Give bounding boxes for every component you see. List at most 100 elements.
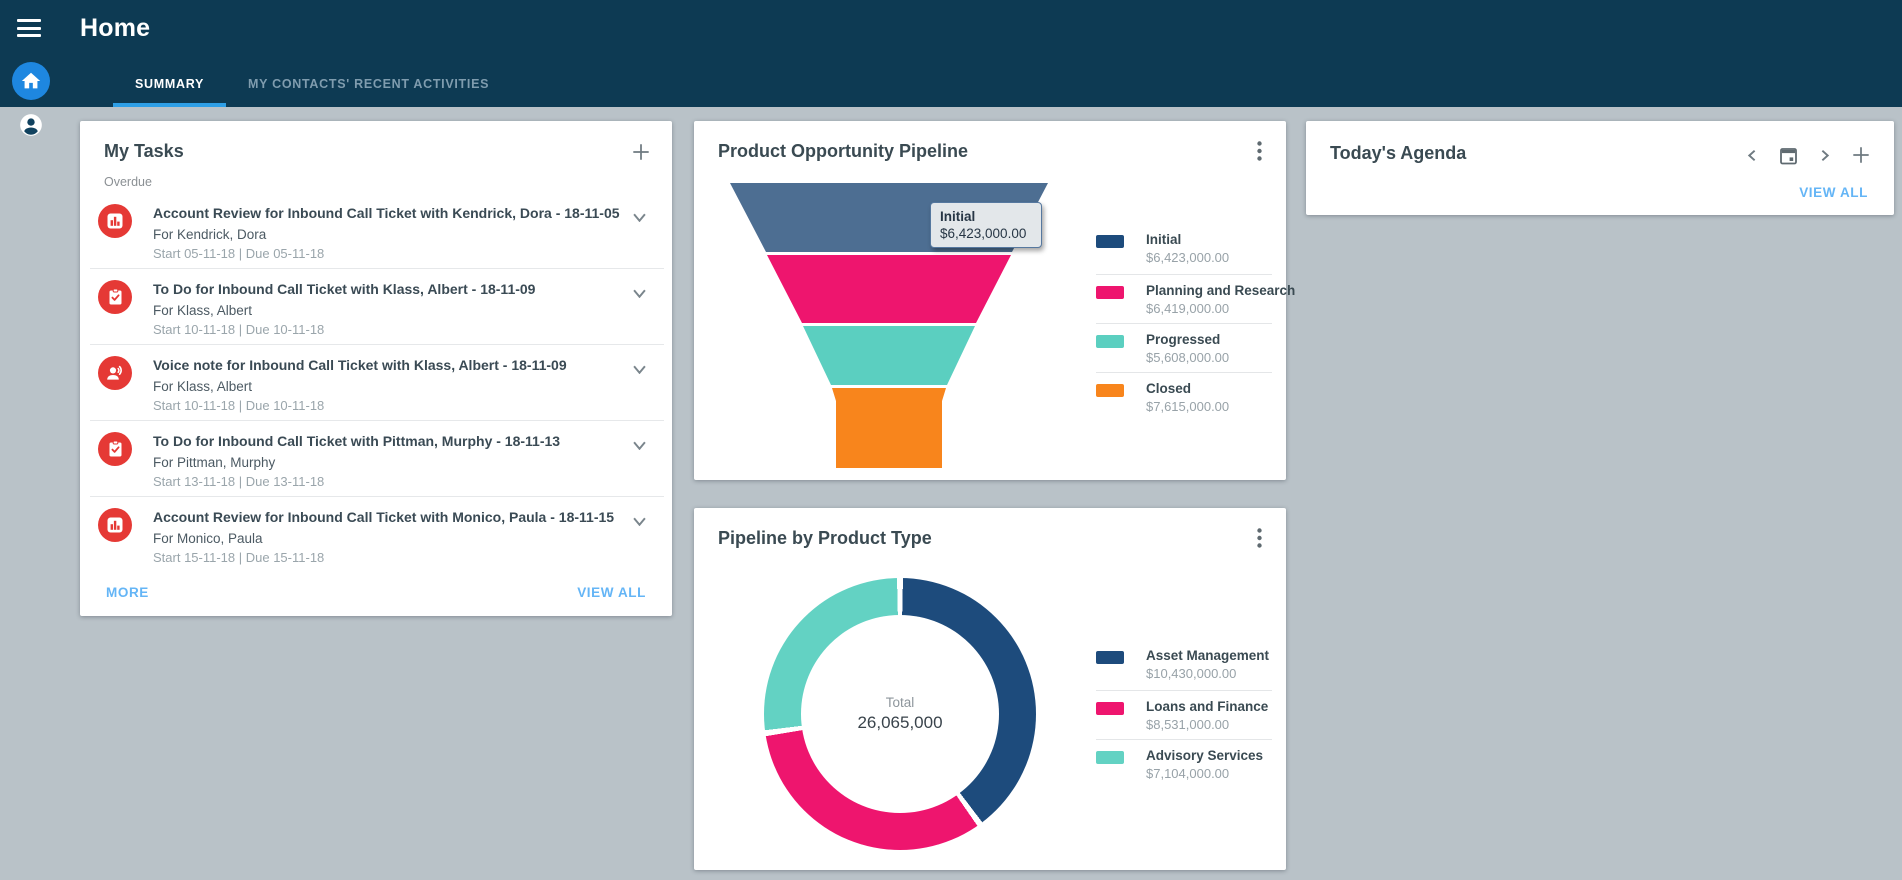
tab-bar: SUMMARY MY CONTACTS' RECENT ACTIVITIES — [113, 62, 511, 107]
funnel-segment-progressed — [803, 326, 975, 385]
legend-value: $6,419,000.00 — [1146, 301, 1230, 316]
legend-item[interactable]: Progressed $5,608,000.00 — [1096, 323, 1272, 372]
bar-chart-task-icon — [98, 508, 132, 542]
agenda-toolbar — [1743, 142, 1874, 168]
next-day-button[interactable] — [1815, 146, 1834, 165]
funnel-segment-closed — [832, 388, 946, 468]
task-title: To Do for Inbound Call Ticket with Klass… — [153, 281, 536, 297]
task-row[interactable]: Account Review for Inbound Call Ticket w… — [80, 193, 672, 269]
task-dates: Start 10-11-18 | Due 10-11-18 — [153, 322, 325, 337]
chevron-down-icon — [633, 365, 646, 375]
tooltip-label: Initial — [940, 209, 976, 224]
legend-value: $7,615,000.00 — [1146, 399, 1230, 414]
home-nav-button[interactable] — [12, 62, 50, 100]
chart-tooltip: Initial $6,423,000.00 — [930, 202, 1042, 248]
kebab-menu-icon — [1257, 141, 1262, 161]
expand-task-button[interactable] — [629, 285, 650, 302]
voice-note-task-icon — [98, 356, 132, 390]
legend-item[interactable]: Loans and Finance $8,531,000.00 — [1096, 690, 1272, 739]
legend-value: $6,423,000.00 — [1146, 250, 1230, 265]
voice-note-icon — [106, 365, 122, 380]
legend-item[interactable]: Planning and Research $6,419,000.00 — [1096, 274, 1296, 323]
task-content: Account Review for Inbound Call Ticket w… — [153, 193, 672, 261]
legend-swatch — [1096, 702, 1124, 715]
legend-value: $8,531,000.00 — [1146, 717, 1230, 732]
legend-swatch — [1096, 651, 1124, 664]
calendar-button[interactable] — [1776, 143, 1801, 168]
plus-icon — [633, 144, 649, 160]
card-title: Pipeline by Product Type — [718, 528, 932, 548]
view-all-agenda-button[interactable]: VIEW ALL — [1799, 181, 1868, 204]
legend-item[interactable]: Advisory Services $7,104,000.00 — [1096, 739, 1272, 788]
funnel-segment-planning — [767, 255, 1011, 323]
task-dates: Start 05-11-18 | Due 05-11-18 — [153, 246, 325, 261]
task-row[interactable]: To Do for Inbound Call Ticket with Pittm… — [80, 421, 672, 497]
task-assignee: For Pittman, Murphy — [153, 455, 276, 470]
more-button[interactable]: MORE — [106, 581, 149, 604]
card-title: Product Opportunity Pipeline — [718, 141, 969, 161]
donut-legend: Asset Management $10,430,000.00 Loans and … — [1096, 641, 1272, 788]
card-menu-button[interactable] — [1255, 526, 1264, 550]
tab-summary[interactable]: SUMMARY — [113, 62, 227, 107]
view-all-tasks-button[interactable]: VIEW ALL — [577, 581, 646, 604]
task-card-actions: MORE VIEW ALL — [106, 581, 646, 604]
task-assignee: For Monico, Paula — [153, 531, 263, 546]
task-title: Voice note for Inbound Call Ticket with … — [153, 357, 567, 373]
page-title: Home — [80, 14, 151, 42]
expand-task-button[interactable] — [629, 361, 650, 378]
chevron-right-icon — [1821, 149, 1830, 161]
expand-task-button[interactable] — [629, 437, 650, 454]
legend-item[interactable]: Asset Management $10,430,000.00 — [1096, 641, 1272, 690]
legend-swatch — [1096, 751, 1124, 764]
task-row[interactable]: Account Review for Inbound Call Ticket w… — [80, 497, 672, 573]
legend-item[interactable]: Closed $7,615,000.00 — [1096, 372, 1272, 421]
task-row[interactable]: To Do for Inbound Call Ticket with Klass… — [80, 269, 672, 345]
menu-icon[interactable] — [17, 19, 43, 41]
task-dates: Start 13-11-18 | Due 13-11-18 — [153, 474, 325, 489]
add-agenda-item-button[interactable] — [1848, 142, 1874, 168]
funnel-chart[interactable] — [714, 175, 1064, 475]
task-row[interactable]: Voice note for Inbound Call Ticket with … — [80, 345, 672, 421]
legend-label: Closed — [1146, 381, 1192, 396]
chevron-down-icon — [633, 441, 646, 451]
bar-chart-icon — [107, 517, 123, 533]
task-content: To Do for Inbound Call Ticket with Pittm… — [153, 421, 672, 489]
task-content: To Do for Inbound Call Ticket with Klass… — [153, 269, 672, 337]
bar-chart-task-icon — [98, 204, 132, 238]
legend-label: Progressed — [1146, 332, 1221, 347]
legend-swatch — [1096, 235, 1124, 248]
card-menu-button[interactable] — [1255, 139, 1264, 163]
task-dates: Start 15-11-18 | Due 15-11-18 — [153, 550, 325, 565]
chevron-down-icon — [633, 289, 646, 299]
previous-day-button[interactable] — [1743, 146, 1762, 165]
add-task-button[interactable] — [628, 139, 654, 165]
todo-check-icon — [109, 440, 121, 457]
expand-task-button[interactable] — [629, 513, 650, 530]
task-list: Account Review for Inbound Call Ticket w… — [80, 193, 672, 573]
todo-check-icon — [109, 288, 121, 305]
pipeline-by-product-card: Pipeline by Product Type Total 26,065,00… — [694, 508, 1286, 870]
tab-recent-activities[interactable]: MY CONTACTS' RECENT ACTIVITIES — [248, 77, 490, 91]
task-title: Account Review for Inbound Call Ticket w… — [153, 205, 620, 221]
task-assignee: For Klass, Albert — [153, 379, 253, 394]
expand-task-button[interactable] — [629, 209, 650, 226]
legend-value: $7,104,000.00 — [1146, 766, 1230, 781]
app-header: Home SUMMARY MY CONTACTS' RECENT ACTIVIT… — [0, 0, 1902, 107]
chevron-down-icon — [633, 213, 646, 223]
home-icon — [21, 72, 41, 89]
donut-total-value: 26,065,000 — [857, 713, 943, 732]
legend-item[interactable]: Initial $6,423,000.00 — [1096, 225, 1272, 274]
legend-swatch — [1096, 286, 1124, 299]
chevron-left-icon — [1747, 149, 1756, 161]
task-content: Voice note for Inbound Call Ticket with … — [153, 345, 672, 413]
legend-value: $10,430,000.00 — [1146, 666, 1237, 681]
account-nav-button[interactable] — [18, 112, 44, 138]
legend-label: Asset Management — [1146, 648, 1270, 663]
legend-label: Planning and Research — [1146, 283, 1296, 298]
legend-label: Loans and Finance — [1146, 699, 1269, 714]
donut-total-label: Total — [885, 695, 915, 710]
my-tasks-card: My Tasks Overdue Account Review for Inbo… — [80, 121, 672, 616]
donut-chart[interactable]: Total 26,065,000 — [764, 578, 1036, 850]
tooltip-value: $6,423,000.00 — [940, 226, 1027, 241]
